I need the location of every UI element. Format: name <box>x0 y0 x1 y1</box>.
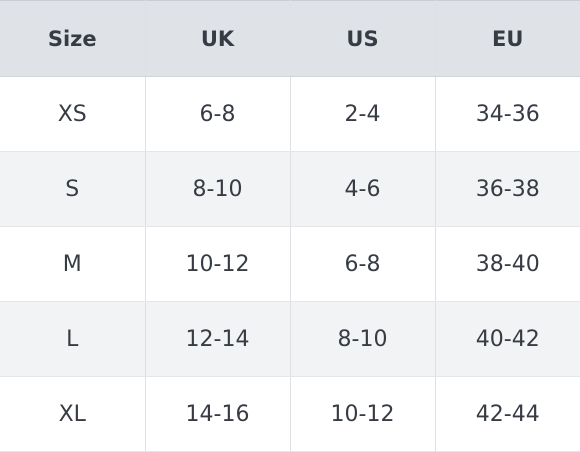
table-row: M 10-12 6-8 38-40 <box>0 226 580 302</box>
table-row: S 8-10 4-6 36-38 <box>0 151 580 227</box>
cell-size: XS <box>0 76 146 152</box>
cell-uk: 8-10 <box>145 151 291 227</box>
header-size: Size <box>0 0 146 77</box>
cell-size: S <box>0 151 146 227</box>
cell-us: 6-8 <box>290 226 436 302</box>
cell-size: M <box>0 226 146 302</box>
cell-eu: 34-36 <box>435 76 580 152</box>
cell-uk: 10-12 <box>145 226 291 302</box>
header-eu: EU <box>435 0 580 77</box>
cell-eu: 40-42 <box>435 301 580 377</box>
cell-eu: 42-44 <box>435 376 580 452</box>
cell-eu: 38-40 <box>435 226 580 302</box>
cell-eu: 36-38 <box>435 151 580 227</box>
header-row: Size UK US EU <box>0 0 580 77</box>
cell-us: 2-4 <box>290 76 436 152</box>
cell-size: XL <box>0 376 146 452</box>
cell-size: L <box>0 301 146 377</box>
header-us: US <box>290 0 436 77</box>
cell-uk: 14-16 <box>145 376 291 452</box>
table-row: XL 14-16 10-12 42-44 <box>0 376 580 452</box>
table-header: Size UK US EU <box>0 0 580 77</box>
cell-uk: 12-14 <box>145 301 291 377</box>
table-body: XS 6-8 2-4 34-36 S 8-10 4-6 36-38 M 10-1… <box>0 76 580 452</box>
table-row: L 12-14 8-10 40-42 <box>0 301 580 377</box>
cell-us: 4-6 <box>290 151 436 227</box>
cell-us: 8-10 <box>290 301 436 377</box>
cell-us: 10-12 <box>290 376 436 452</box>
cell-uk: 6-8 <box>145 76 291 152</box>
table-row: XS 6-8 2-4 34-36 <box>0 76 580 152</box>
header-uk: UK <box>145 0 291 77</box>
